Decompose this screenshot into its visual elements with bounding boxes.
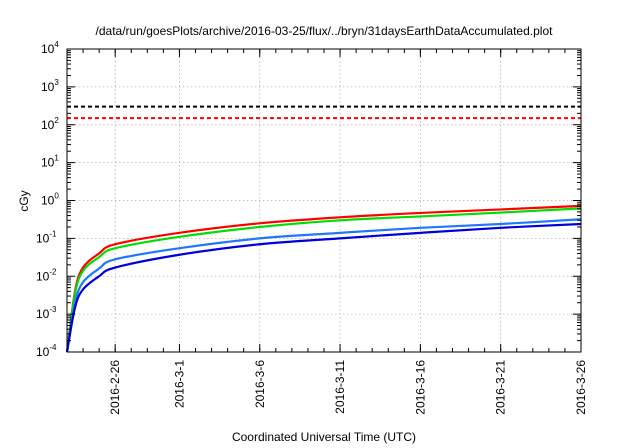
x-tick-label: 2016-3-16 (413, 360, 427, 415)
y-tick-label: 104 (41, 40, 59, 56)
series-line (65, 218, 582, 353)
y-tick-label: 10-2 (36, 267, 57, 283)
x-tick-label: 2016-3-26 (574, 360, 588, 415)
x-tick-label: 2016-2-26 (108, 360, 122, 415)
series-line (65, 207, 582, 353)
series-group (65, 204, 582, 353)
reference-lines (67, 105, 581, 120)
y-tick-label: 100 (41, 192, 59, 208)
x-tick-label: 2016-3-21 (494, 360, 508, 415)
y-axis-ticks: 10-4 10-3 10-2 10-1 100 101 102 103 104 (36, 40, 581, 359)
chart-title: /data/run/goesPlots/archive/2016-03-25/f… (96, 24, 554, 38)
x-tick-label: 2016-3-6 (253, 360, 267, 408)
y-tick-label: 102 (41, 116, 59, 132)
y-tick-label: 101 (41, 154, 59, 170)
series-line (65, 222, 582, 353)
y-axis-label: cGy (17, 190, 31, 211)
y-tick-label: 103 (41, 78, 59, 94)
grid (67, 49, 582, 352)
x-tick-label: 2016-3-1 (172, 360, 186, 408)
y-tick-label: 10-4 (36, 343, 57, 359)
x-axis-label: Coordinated Universal Time (UTC) (232, 430, 416, 444)
y-tick-label: 10-3 (36, 305, 57, 321)
y-tick-label: 10-1 (36, 229, 57, 245)
x-tick-label: 2016-3-11 (333, 360, 347, 414)
x-axis-ticks: 2016-2-26 2016-3-1 2016-3-6 2016-3-11 2016-3… (66, 49, 588, 415)
series-line (65, 204, 582, 353)
